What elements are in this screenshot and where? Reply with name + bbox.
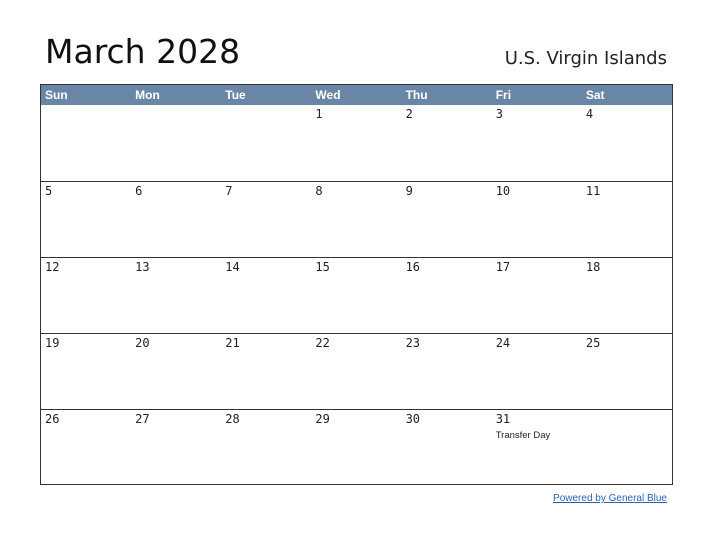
day-number: 31 [495,412,511,426]
week-row: 5 6 7 8 9 10 11 [41,181,672,257]
day-cell [131,105,221,181]
week-row: 1 2 3 4 [41,105,672,181]
day-number: 1 [315,107,323,121]
weeks-container: 1 2 3 4 5 6 7 8 9 10 11 12 13 14 15 16 17 18 19 20 21 22 23 24 2… [41,105,672,485]
day-number: 10 [495,184,511,198]
day-cell: 16 [402,258,492,333]
day-cell: 7 [221,182,311,257]
page-title: March 2028 [45,32,241,71]
day-number: 20 [135,336,150,350]
day-number: 2 [405,107,413,121]
day-cell: 10 [492,182,582,257]
day-cell [582,410,672,485]
weekday-wed: Wed [315,88,341,102]
weekday-header: Sun Mon Tue Wed Thu Fri Sat [41,85,672,105]
day-cell: 17 [492,258,582,333]
day-number: 24 [495,336,511,350]
holiday-label: Transfer Day [495,430,551,441]
weekday-mon: Mon [135,88,160,102]
day-cell: 29 [311,410,401,485]
day-cell: 1 [311,105,401,181]
day-cell: 12 [41,258,131,333]
day-number: 21 [225,336,240,350]
day-cell: 26 [41,410,131,485]
day-number: 15 [315,260,330,274]
day-cell: 8 [311,182,401,257]
day-number: 22 [315,336,330,350]
day-number: 8 [315,184,323,198]
day-cell: 18 [582,258,672,333]
day-cell: 28 [221,410,311,485]
weekday-fri: Fri [495,88,512,102]
weekday-thu: Thu [405,88,428,102]
day-cell: 15 [311,258,401,333]
day-number: 27 [135,412,150,426]
powered-by-link[interactable]: Powered by General Blue [553,493,667,504]
day-number: 25 [585,336,601,350]
day-cell: 3 [492,105,582,181]
weekday-sat: Sat [585,88,605,102]
week-row: 19 20 21 22 23 24 25 [41,333,672,409]
day-cell: 2 [402,105,492,181]
day-cell: 4 [582,105,672,181]
day-number: 19 [45,336,60,350]
day-number: 12 [45,260,60,274]
day-number: 4 [585,107,594,121]
day-cell: 22 [311,334,401,409]
week-row: 12 13 14 15 16 17 18 [41,257,672,333]
week-row: 26 27 28 29 30 31 Transfer Day [41,409,672,485]
day-number: 28 [225,412,240,426]
day-cell: 6 [131,182,221,257]
day-number: 23 [405,336,421,350]
region-label: U.S. Virgin Islands [504,48,667,69]
day-cell: 14 [221,258,311,333]
day-cell [41,105,131,181]
day-number: 11 [585,184,601,198]
day-cell: 13 [131,258,221,333]
weekday-sun: Sun [45,88,68,102]
day-number: 9 [405,184,413,198]
weekday-tue: Tue [225,88,246,102]
day-number: 7 [225,184,233,198]
day-cell: 23 [402,334,492,409]
calendar-grid: Sun Mon Tue Wed Thu Fri Sat 1 2 3 4 5 6 7 8 9 10 1… [40,84,673,485]
day-number: 30 [405,412,421,426]
day-number: 14 [225,260,240,274]
day-cell [221,105,311,181]
day-cell: 25 [582,334,672,409]
day-number: 29 [315,412,330,426]
day-number: 5 [45,184,53,198]
day-number: 3 [495,107,503,121]
day-cell: 20 [131,334,221,409]
day-cell: 30 [402,410,492,485]
day-cell: 27 [131,410,221,485]
day-number: 26 [45,412,60,426]
day-cell: 21 [221,334,311,409]
day-cell: 19 [41,334,131,409]
day-number: 13 [135,260,150,274]
day-cell: 5 [41,182,131,257]
day-number: 16 [405,260,421,274]
day-cell: 9 [402,182,492,257]
day-number: 18 [585,260,601,274]
day-cell: 24 [492,334,582,409]
day-number: 6 [135,184,143,198]
day-cell: 31 Transfer Day [492,410,582,485]
day-number: 17 [495,260,511,274]
day-cell: 11 [582,182,672,257]
